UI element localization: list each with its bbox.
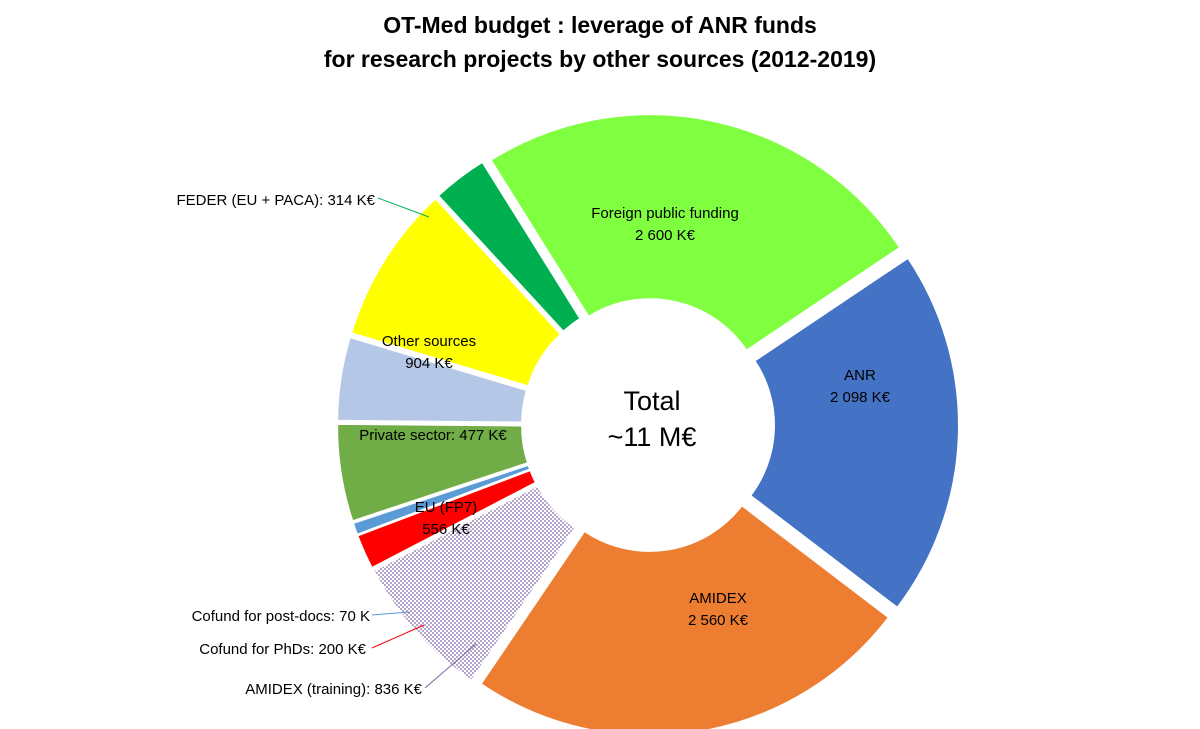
chart-title-line-1: OT-Med budget : leverage of ANR funds bbox=[383, 12, 817, 38]
slice-label-value: 556 K€ bbox=[422, 521, 470, 538]
slice-label-name: ANR bbox=[844, 367, 876, 384]
slice-foreign-public-funding bbox=[489, 113, 902, 353]
callout-leader-line bbox=[371, 611, 411, 616]
callout-leader-line bbox=[377, 197, 430, 218]
chart-title-line-2: for research projects by other sources (… bbox=[323, 46, 877, 72]
slice-label: Private sector: 477 K€ bbox=[359, 427, 507, 444]
callout-leader-line bbox=[424, 643, 477, 689]
slice-label-name: Foreign public funding bbox=[591, 205, 739, 222]
slice-label-name: Other sources bbox=[382, 333, 476, 350]
slice-label-value: 2 560 K€ bbox=[688, 612, 749, 629]
slice-amidex bbox=[479, 503, 891, 729]
slice-label-name: AMIDEX bbox=[689, 590, 747, 607]
callout-label: Cofund for PhDs: 200 K€ bbox=[199, 641, 366, 658]
center-total-label: Total ~11 M€ bbox=[608, 386, 697, 452]
slice-other-sources bbox=[349, 196, 563, 388]
center-total-word: Total bbox=[623, 386, 680, 416]
callout-leader-line bbox=[371, 624, 425, 649]
slice-labels: Foreign public funding 2 600 K€ ANR 2 098 K… bbox=[176, 192, 890, 698]
callout-label: FEDER (EU + PACA): 314 K€ bbox=[176, 192, 375, 209]
chart-title: OT-Med budget : leverage of ANR funds fo… bbox=[0, 8, 1200, 76]
slice-eu-fp7 bbox=[336, 422, 530, 523]
slice-label-value: 904 K€ bbox=[405, 355, 453, 372]
slice-feder-eu-paca bbox=[436, 160, 582, 334]
slice-amidex-training bbox=[372, 483, 577, 683]
donut-slices bbox=[336, 113, 960, 729]
callout-label: Cofund for post-docs: 70 K bbox=[192, 608, 370, 625]
slice-cofund-for-post-docs bbox=[351, 463, 532, 537]
slice-label-value: 2 600 K€ bbox=[635, 227, 696, 244]
slice-label-value: 2 098 K€ bbox=[830, 389, 891, 406]
slice-label-name: EU (FP7) bbox=[415, 499, 478, 516]
slice-private-sector bbox=[336, 335, 529, 424]
callout-lines bbox=[371, 197, 477, 689]
center-total-value: ~11 M€ bbox=[608, 422, 697, 452]
callout-label: AMIDEX (training): 836 K€ bbox=[245, 681, 422, 698]
slice-anr bbox=[748, 256, 960, 610]
